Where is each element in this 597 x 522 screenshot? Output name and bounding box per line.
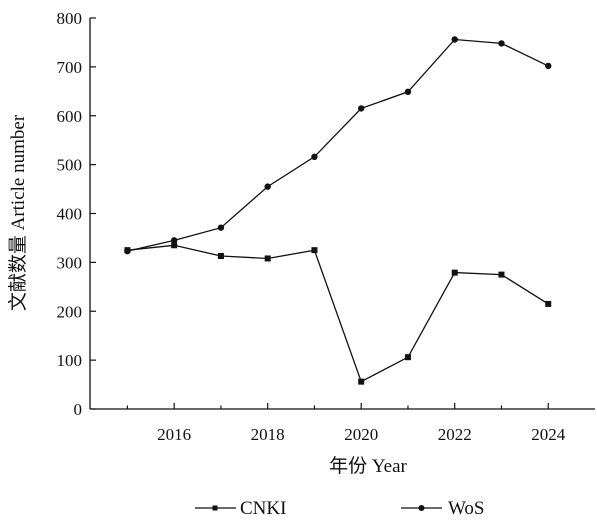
data-point-cnki — [404, 354, 411, 361]
y-tick-label: 100 — [57, 351, 83, 370]
x-axis-ticks: 2016 2018 2020 2022 2024 — [126, 403, 566, 444]
data-point-cnki — [264, 255, 271, 262]
data-point-wos — [170, 237, 178, 244]
x-tick-label: 2018 — [251, 425, 285, 444]
y-tick-label: 300 — [57, 253, 83, 272]
y-axis-title: 文献数量 Article number — [7, 114, 29, 311]
data-point-cnki — [451, 269, 458, 276]
y-tick-label: 400 — [57, 205, 83, 224]
data-point-wos — [124, 247, 131, 255]
data-point-wos — [404, 88, 412, 96]
x-axis-title: 年份 Year — [329, 455, 407, 477]
data-point-cnki — [358, 378, 365, 385]
legend-label-wos: WoS — [448, 498, 484, 519]
y-axis-ticks: 0 100 200 300 400 500 600 700 800 — [57, 9, 96, 419]
legend-marker-wos — [418, 505, 425, 511]
series-wos — [124, 36, 552, 255]
legend: CNKI WoS — [195, 498, 484, 519]
y-tick-label: 800 — [57, 9, 83, 28]
data-point-wos — [358, 105, 365, 112]
data-point-wos — [545, 62, 552, 70]
y-tick-label: 200 — [57, 302, 83, 321]
axes — [89, 18, 595, 410]
data-point-cnki — [171, 242, 178, 249]
y-tick-label: 600 — [57, 107, 83, 126]
data-point-wos — [311, 153, 318, 161]
x-tick-label: 2016 — [157, 425, 191, 444]
data-point-wos — [498, 40, 505, 47]
legend-marker-cnki — [212, 505, 218, 511]
y-tick-label: 0 — [74, 400, 83, 419]
data-point-cnki — [217, 253, 224, 260]
series-cnki — [124, 242, 552, 385]
data-point-cnki — [545, 300, 552, 307]
data-point-cnki — [498, 271, 505, 278]
data-point-wos — [451, 36, 458, 43]
data-point-wos — [217, 224, 225, 231]
legend-item-cnki: CNKI — [195, 498, 286, 519]
series-line-cnki — [127, 244, 549, 383]
data-point-wos — [264, 183, 271, 190]
x-tick-label: 2020 — [344, 425, 378, 444]
data-point-cnki — [311, 247, 318, 254]
y-tick-label: 500 — [57, 156, 83, 175]
series-group — [124, 36, 552, 385]
x-tick-label: 2024 — [531, 425, 566, 444]
legend-label-cnki: CNKI — [240, 498, 286, 519]
y-tick-label: 700 — [57, 58, 83, 77]
legend-item-wos: WoS — [401, 498, 484, 519]
x-tick-label: 2022 — [438, 425, 472, 444]
series-line-wos — [127, 38, 549, 252]
